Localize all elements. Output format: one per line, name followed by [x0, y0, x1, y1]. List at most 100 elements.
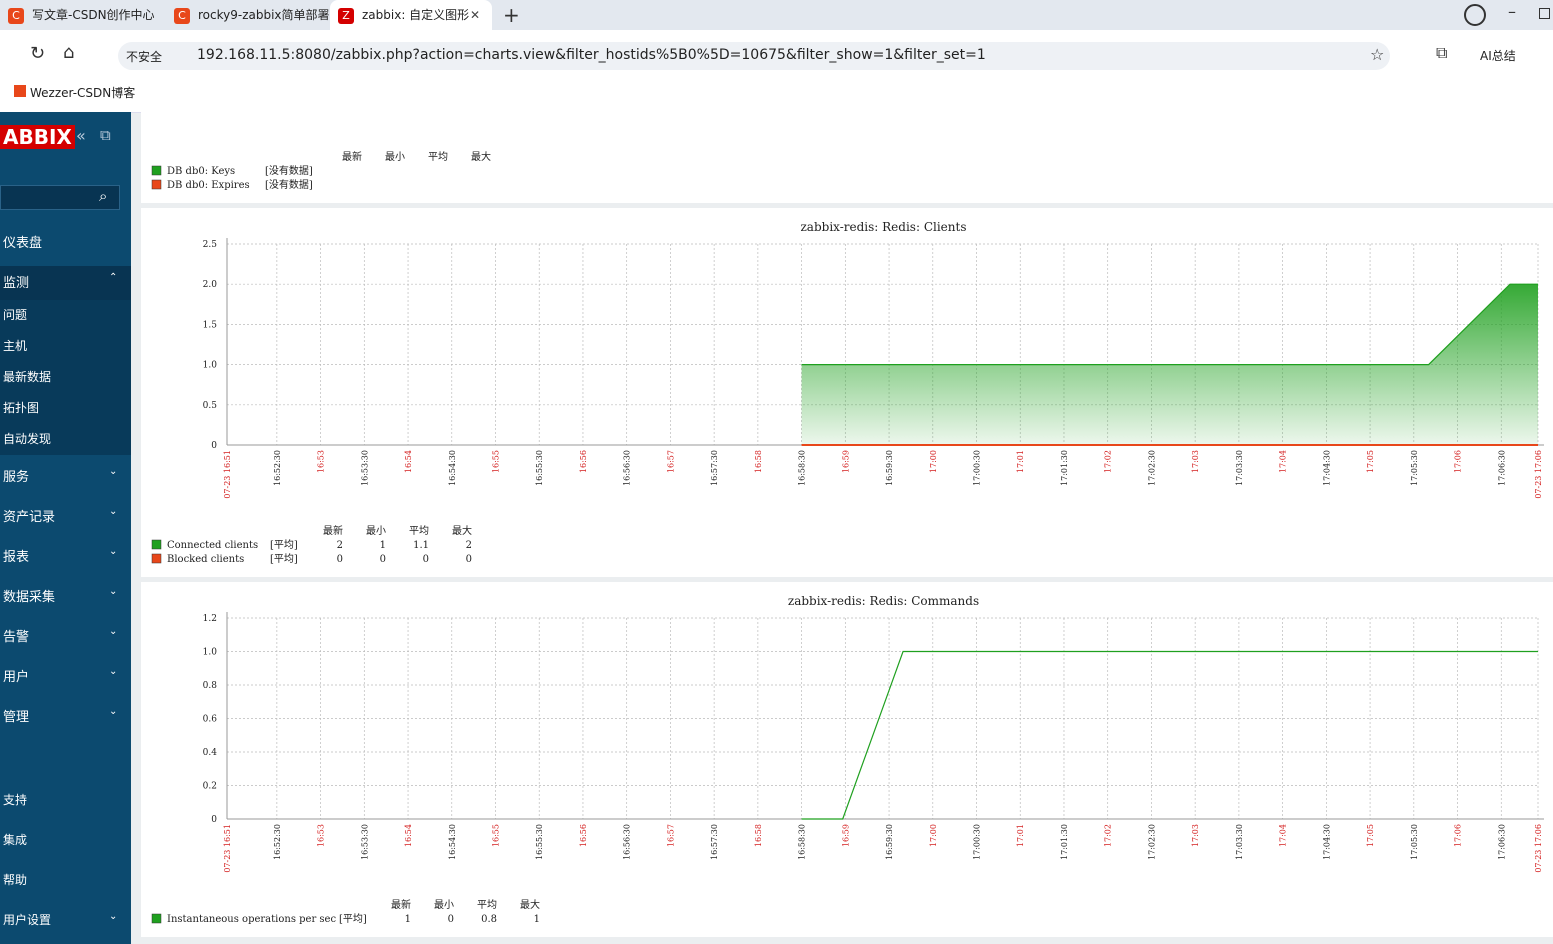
x-tick-label: 07-23 16:51 [223, 450, 232, 499]
y-tick-label: 0 [211, 441, 217, 451]
x-tick-label: 16:53 [317, 450, 326, 473]
menu-item[interactable]: 数据采集 [3, 590, 56, 605]
x-tick-label: 16:53 [317, 824, 326, 847]
menu-item[interactable]: 管理 [3, 710, 30, 725]
graph-panel: 最新 最小 平均 最大 DB db0: Keys [没有数据] DB db0: Expire… [141, 112, 1553, 203]
legend-stat: 0 [448, 914, 454, 925]
x-tick-label: 17:06 [1454, 450, 1463, 473]
y-tick-label: 1.2 [203, 614, 217, 624]
submenu-item[interactable]: 拓扑图 [3, 401, 40, 415]
maximize[interactable] [1539, 8, 1550, 19]
graph: 最新 最小 平均 最大 DB db0: Keys [没有数据] DB db0: Expire… [151, 150, 491, 191]
x-tick-label: 16:54 [404, 450, 413, 473]
y-tick-label: 1.5 [203, 320, 218, 330]
bookmark[interactable]: Wezzer-CSDN博客 [30, 86, 136, 100]
bottom-item[interactable]: 帮助 [3, 873, 28, 887]
ai-summary[interactable]: AI总结 [1480, 49, 1516, 63]
legend-stat: 1 [405, 914, 411, 925]
tab-title: rocky9-zabbix简单部署 [198, 8, 329, 22]
security-warning[interactable]: 不安全 [126, 50, 163, 64]
chevron: ⌄ [109, 466, 118, 477]
bottom-item[interactable]: 用户设置 [3, 913, 52, 927]
legend-func: [平均] [339, 913, 367, 925]
submenu-item[interactable]: 最新数据 [3, 370, 52, 384]
submenu-item[interactable]: 自动发现 [3, 432, 52, 446]
legend-header: 最新 [342, 150, 362, 163]
x-tick-label: 16:52:30 [273, 450, 282, 486]
legend-func: [平均] [270, 553, 298, 565]
bookmark-icon [14, 85, 26, 97]
x-tick-label: 16:52:30 [273, 824, 282, 860]
bottom-item[interactable]: 集成 [3, 833, 28, 847]
reload[interactable]: ↻ [30, 43, 46, 64]
legend-stat: 0 [466, 554, 472, 565]
sidebar: ABBIX « ⧉ ⌕ 仪表盘 监测 ⌃ 问题 主机 最新数据 拓扑图 自动发现 服务 ⌄ 资产记录… [0, 112, 131, 944]
legend-stat: 0 [380, 554, 386, 565]
legend-header: 平均 [409, 525, 429, 537]
y-tick-label: 0.8 [203, 681, 218, 691]
x-tick-label: 16:55 [491, 450, 500, 473]
kiosk-icon[interactable]: ⧉ [100, 126, 111, 144]
bottom-item[interactable]: 支持 [3, 793, 28, 807]
legend-name: Instantaneous operations per sec [167, 914, 336, 925]
x-tick-label: 16:53:30 [360, 824, 369, 860]
minimize[interactable]: – [1508, 2, 1516, 21]
chevron: ⌄ [109, 626, 118, 637]
x-tick-label: 17:02 [1104, 824, 1113, 847]
x-tick-label: 16:58:30 [798, 824, 807, 860]
x-tick-label: 17:02:30 [1147, 824, 1156, 860]
submenu-item[interactable]: 主机 [3, 339, 28, 353]
menu-item[interactable]: 用户 [3, 670, 30, 685]
menu-item[interactable]: 资产记录 [3, 510, 56, 525]
x-tick-label: 16:57 [666, 824, 675, 847]
extensions[interactable]: ⧉ [1436, 43, 1448, 62]
graph: zabbix-redis: Redis: Clients 0 0.5 1.0 1.5 2.… [151, 220, 1544, 565]
legend-swatch [151, 539, 162, 550]
menu-item[interactable]: 服务 [3, 470, 30, 485]
x-tick-label: 17:06:30 [1497, 824, 1506, 860]
y-tick-label: 1.0 [203, 648, 218, 658]
legend-header: 最小 [434, 899, 454, 911]
logo[interactable]: ABBIX [0, 125, 75, 149]
legend-stat: 0 [423, 554, 429, 565]
tab[interactable]: C 写文章-CSDN创作中心 [0, 2, 165, 28]
submenu-item[interactable]: 问题 [3, 308, 28, 322]
new-tab-button[interactable]: + [503, 3, 520, 27]
legend-status: [没有数据] [265, 178, 313, 191]
search-box[interactable]: ⌕ [0, 185, 120, 210]
x-tick-label: 16:57:30 [710, 824, 719, 860]
legend-header: 最大 [520, 898, 540, 911]
y-tick-label: 0.4 [203, 748, 218, 758]
menu-item[interactable]: 监测 [3, 276, 30, 291]
home[interactable]: ⌂ [63, 42, 75, 63]
profile-icon[interactable] [1464, 4, 1486, 26]
x-tick-label: 16:58:30 [798, 450, 807, 486]
legend-name: Connected clients [167, 540, 258, 551]
legend-header: 最大 [471, 150, 491, 163]
bookmark-star[interactable]: ☆ [1370, 45, 1385, 64]
series-line [801, 283, 1538, 366]
menu-item[interactable]: 告警 [3, 630, 30, 645]
x-tick-label: 16:59:30 [885, 450, 894, 486]
y-tick-label: 1.0 [203, 361, 218, 371]
x-tick-label: 17:00 [929, 450, 938, 473]
x-tick-label: 16:56 [579, 824, 588, 847]
x-tick-label: 16:54:30 [448, 824, 457, 860]
menu-item[interactable]: 仪表盘 [3, 236, 43, 251]
x-tick-label: 16:55 [491, 824, 500, 847]
legend-stat: 1 [534, 914, 540, 925]
x-tick-label: 17:01 [1016, 824, 1025, 847]
x-tick-label: 16:55:30 [535, 450, 544, 486]
collapse-icon[interactable]: « [76, 126, 86, 145]
y-tick-label: 2.0 [203, 280, 218, 290]
legend-func: [平均] [270, 539, 298, 551]
address-bar[interactable]: 不安全 192.168.11.5:8080/zabbix.php?action=… [118, 42, 1390, 70]
tab-title: 写文章-CSDN创作中心 [32, 8, 155, 22]
menu-bg [0, 424, 131, 456]
x-tick-label: 16:59 [841, 450, 850, 473]
menu-item[interactable]: 报表 [3, 550, 30, 565]
x-tick-label: 17:01:30 [1060, 450, 1069, 486]
url[interactable]: 192.168.11.5:8080/zabbix.php?action=char… [197, 47, 986, 63]
